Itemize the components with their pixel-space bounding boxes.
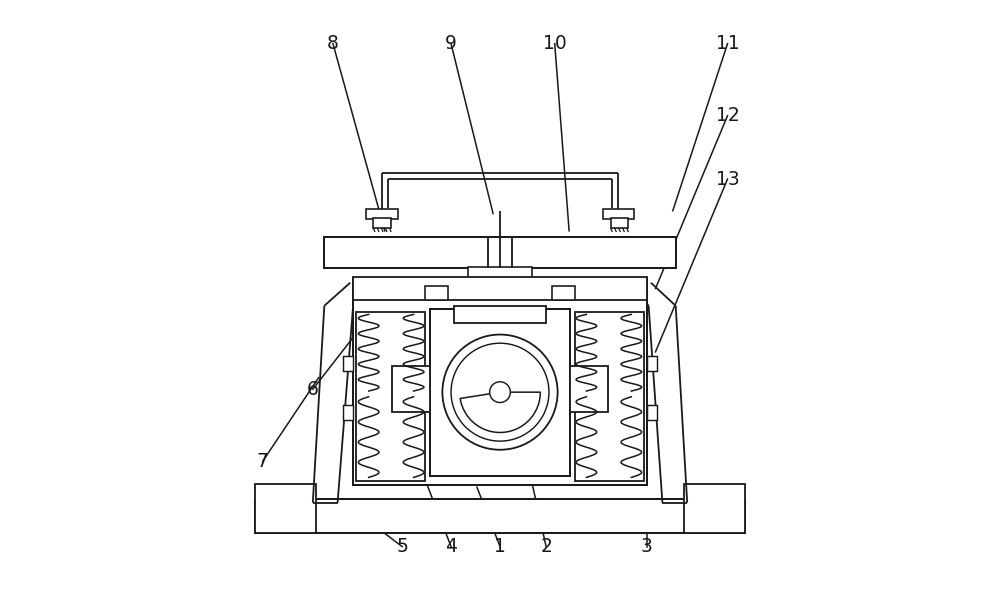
Bar: [570, 366, 608, 412]
Bar: [647, 405, 657, 420]
Bar: [366, 209, 398, 220]
Bar: [611, 218, 628, 228]
Bar: [356, 311, 425, 481]
Bar: [552, 286, 575, 300]
Text: 3: 3: [641, 537, 653, 556]
Bar: [468, 266, 532, 278]
Bar: [373, 218, 391, 228]
Bar: [603, 209, 634, 220]
Bar: [647, 356, 657, 371]
Text: 7: 7: [257, 452, 269, 471]
Bar: [430, 308, 570, 476]
Bar: [684, 484, 745, 533]
Bar: [343, 356, 353, 371]
Bar: [454, 306, 546, 323]
Bar: [255, 499, 745, 533]
Text: 9: 9: [445, 34, 457, 53]
Bar: [425, 286, 448, 300]
Text: 4: 4: [445, 537, 457, 556]
Text: 13: 13: [716, 170, 739, 188]
Bar: [255, 484, 316, 533]
Circle shape: [451, 343, 549, 441]
Text: 6: 6: [307, 380, 319, 399]
Text: 2: 2: [540, 537, 552, 556]
Polygon shape: [460, 392, 540, 433]
Bar: [324, 236, 676, 268]
Text: 5: 5: [396, 537, 408, 556]
Circle shape: [490, 382, 510, 403]
Bar: [343, 405, 353, 420]
Text: 8: 8: [327, 34, 339, 53]
Bar: [353, 278, 647, 485]
Bar: [575, 311, 644, 481]
Text: 1: 1: [494, 537, 506, 556]
Circle shape: [442, 335, 558, 450]
Bar: [392, 366, 430, 412]
Bar: [353, 277, 647, 300]
Text: 10: 10: [543, 34, 567, 53]
Text: 11: 11: [716, 34, 739, 53]
Text: 12: 12: [716, 106, 739, 125]
